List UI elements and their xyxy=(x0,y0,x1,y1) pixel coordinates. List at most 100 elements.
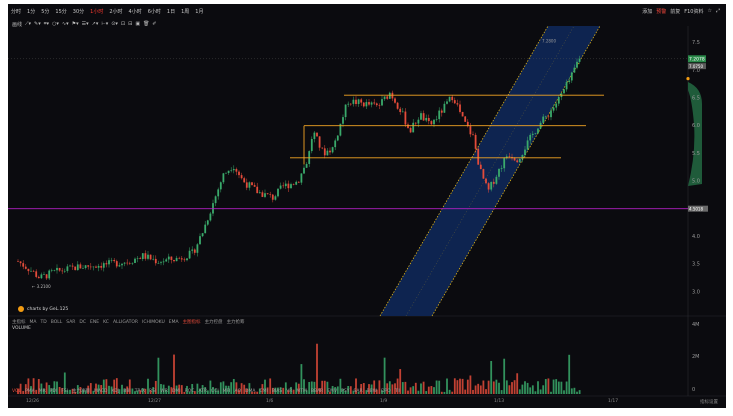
x-tick: 1/6 xyxy=(266,399,274,404)
bottom-indicator-vol[interactable]: VOL xyxy=(12,388,22,394)
f10-button[interactable]: F10资料 xyxy=(684,8,704,15)
indicator-extra-1[interactable]: 主力控盘 xyxy=(204,320,223,325)
candle-body xyxy=(435,119,438,120)
bottom-indicator-mtm[interactable]: MTM xyxy=(296,388,307,394)
indicator-kc[interactable]: KC xyxy=(103,319,109,325)
expand-icon[interactable]: ⤢ xyxy=(715,8,720,14)
indicator-ichimoku[interactable]: ICHIMOKU xyxy=(142,319,165,325)
tf-2[interactable]: 1分 xyxy=(27,8,36,15)
candle-body xyxy=(32,270,35,272)
bottom-indicator-rsi[interactable]: RSI xyxy=(149,388,157,394)
corner-label[interactable]: 指标设置 xyxy=(700,400,718,405)
tf-9[interactable]: 6小时 xyxy=(147,8,161,15)
bottom-indicator-vr[interactable]: VR xyxy=(286,388,293,394)
add-button[interactable]: 添加 xyxy=(642,8,653,15)
candle-body xyxy=(115,261,118,267)
layer-tool-icon[interactable]: ⊟ xyxy=(128,21,133,27)
bottom-indicator-kdj[interactable]: KDJ xyxy=(111,388,120,394)
indicator-alligator[interactable]: ALLIGATOR xyxy=(112,319,139,325)
adjust-button[interactable]: 前复 xyxy=(670,8,681,15)
bottom-indicator-ao[interactable]: AO xyxy=(234,388,242,394)
bottom-indicator-tii[interactable]: TII xyxy=(394,388,401,394)
bottom-indicator-wr[interactable]: WR xyxy=(160,388,168,394)
arrow-tool-icon[interactable]: ↗▾ xyxy=(91,21,99,27)
bottom-indicator-atr[interactable]: ATR xyxy=(198,388,208,394)
volume-bar xyxy=(498,382,500,394)
image-tool-icon[interactable]: ▣ xyxy=(135,21,141,27)
indicator-ma[interactable]: MA xyxy=(29,319,37,325)
bottom-indicator-macd[interactable]: MACD xyxy=(93,388,108,394)
bottom-indicator-cci[interactable]: CCI xyxy=(211,388,219,394)
indicator-td[interactable]: TD xyxy=(40,319,47,325)
price-chart[interactable]: 7.57.06.56.05.55.04.54.03.53.07.20787.07… xyxy=(8,4,726,408)
tf-12[interactable]: 1月 xyxy=(195,8,204,15)
candle-body xyxy=(287,183,290,189)
bottom-indicator-bbi[interactable]: BBI xyxy=(123,388,131,394)
bottom-indicator-psy[interactable]: PSY xyxy=(341,388,350,394)
volume-bar xyxy=(79,387,82,394)
x-tick: 1/9 xyxy=(380,399,388,404)
top-right-actions: 添加 预警 前复 F10资料 ☆ ⤢ xyxy=(642,4,720,18)
measure-tool-icon[interactable]: ⊢▾ xyxy=(101,21,109,27)
bottom-indicator-trix[interactable]: TRIX xyxy=(134,388,146,394)
bottom-indicator-dmi[interactable]: DMI xyxy=(171,388,181,394)
tf-5[interactable]: 30分 xyxy=(72,8,85,15)
circle-tool-icon[interactable]: ○▾ xyxy=(52,21,59,27)
bottom-indicator-cmi[interactable]: CMI xyxy=(259,388,268,394)
bottom-indicator-bbw[interactable]: BBW xyxy=(366,388,378,394)
indicator-dc[interactable]: DC xyxy=(79,319,87,325)
volume-bar xyxy=(422,381,425,394)
bottom-indicator-主力净额[interactable]: 主力净额 xyxy=(71,389,90,394)
bottom-indicator-mr[interactable]: MR xyxy=(38,388,46,394)
volume-bar xyxy=(152,387,155,394)
candle-body xyxy=(232,169,235,171)
volume-bar xyxy=(256,391,259,394)
bottom-indicator-emv[interactable]: EMV xyxy=(327,388,338,394)
tf-7[interactable]: 2小时 xyxy=(109,8,123,15)
volume-bar xyxy=(537,381,539,394)
pen-tool-icon[interactable]: ✎▾ xyxy=(34,21,41,27)
indicator-boll[interactable]: BOLL xyxy=(50,319,63,325)
candle-body xyxy=(469,126,472,135)
tf-8[interactable]: 4小时 xyxy=(128,8,142,15)
indicator-prefix[interactable]: 主指标 xyxy=(12,320,26,325)
candle-body xyxy=(110,259,113,261)
bottom-indicator-bbar[interactable]: BBAR xyxy=(310,388,324,394)
eye-tool-icon[interactable]: ⊙▾ xyxy=(111,21,118,27)
bottom-indicator-sar[interactable]: SAR xyxy=(353,388,363,394)
bottom-indicator-fsi[interactable]: FSI xyxy=(61,388,68,394)
star-icon[interactable]: ☆ xyxy=(707,8,712,14)
candle-body xyxy=(417,119,420,124)
path-tool-icon[interactable]: ∿▾ xyxy=(61,21,69,27)
indicator-active[interactable]: 主图指标 xyxy=(182,320,201,325)
bottom-indicator-bias[interactable]: BIAS xyxy=(271,388,283,394)
tf-10[interactable]: 1日 xyxy=(166,8,176,15)
bottom-indicator-pdi[interactable]: PDI xyxy=(49,388,58,394)
lines-tool-icon[interactable]: ☰▾ xyxy=(81,21,89,27)
indicator-ema[interactable]: EMA xyxy=(168,319,179,325)
candle-body xyxy=(180,258,183,260)
tf-1[interactable]: 分时 xyxy=(11,8,22,15)
lock-tool-icon[interactable]: ⊡ xyxy=(120,21,126,27)
bottom-indicator-pma[interactable]: PMA xyxy=(25,388,35,394)
bottom-indicator-dpo[interactable]: DPO xyxy=(381,388,391,394)
indicator-ene[interactable]: ENE xyxy=(90,319,100,325)
bottom-indicator-mfi[interactable]: MFI xyxy=(222,388,231,394)
edit-icon[interactable]: ✐ xyxy=(152,21,157,27)
tf-11[interactable]: 1周 xyxy=(181,8,190,15)
candle-body xyxy=(578,58,581,62)
indicator-extra-2[interactable]: 主力抢筹 xyxy=(226,320,245,325)
bottom-indicator-dma[interactable]: DMA xyxy=(245,388,256,394)
brush-tool-icon[interactable]: ⚑▾ xyxy=(71,21,79,27)
trash-icon[interactable]: 🗑 xyxy=(143,21,150,27)
tf-6[interactable]: 1小时 xyxy=(90,8,104,15)
tf-4[interactable]: 15分 xyxy=(55,8,67,15)
bottom-indicator-roc[interactable]: ROC xyxy=(184,388,195,394)
indicator-sar[interactable]: SAR xyxy=(66,319,76,325)
candle-body xyxy=(97,265,100,268)
volume-bar xyxy=(89,383,92,394)
crop-tool-icon[interactable]: ⌗▾ xyxy=(43,21,50,27)
line-tool-icon[interactable]: ⟋▾ xyxy=(25,21,32,27)
alert-button[interactable]: 预警 xyxy=(656,8,667,15)
tf-3[interactable]: 5分 xyxy=(41,8,50,15)
